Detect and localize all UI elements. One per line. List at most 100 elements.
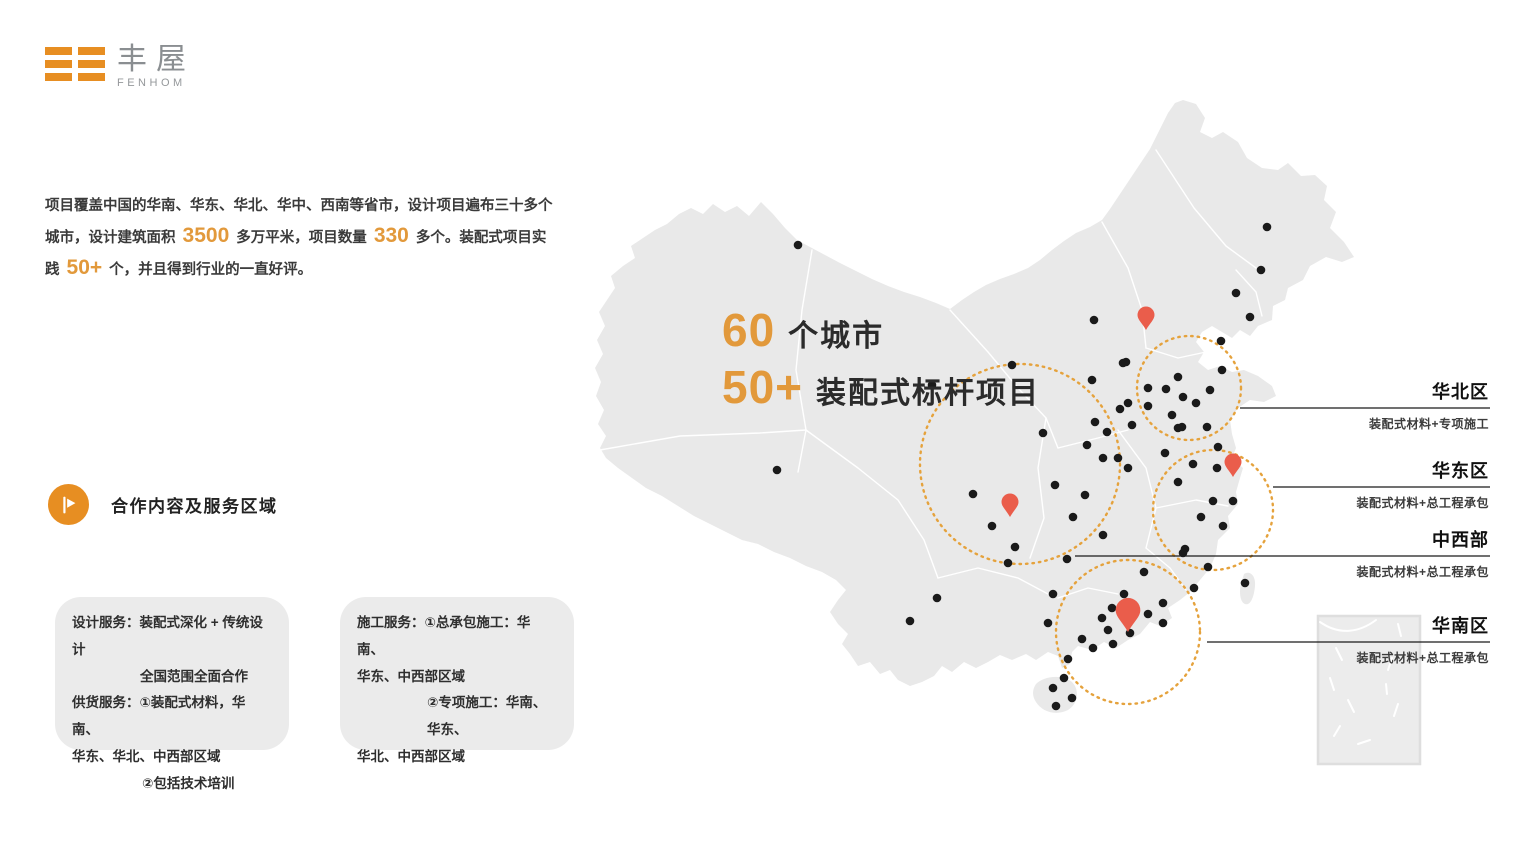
logo-text: 丰屋 FENHOM	[117, 43, 195, 90]
region-desc: 装配式材料+专项施工	[1368, 417, 1489, 431]
city-dot	[1118, 358, 1128, 368]
region-dashed-circle	[918, 362, 1122, 566]
service-line: 华东、华北、中西部区域	[72, 748, 221, 764]
service-box-design-supply: 设计服务：装配式深化 + 传统设计全国范围全面合作供货服务：①装配式材料，华南、…	[55, 597, 289, 791]
city-dot	[1048, 589, 1058, 599]
intro-highlight-number: 50+	[66, 255, 103, 279]
city-dot	[1107, 603, 1117, 613]
city-dot	[968, 489, 978, 499]
city-dot	[1059, 673, 1069, 683]
city-dot	[1127, 420, 1137, 430]
city-dot	[1143, 383, 1153, 393]
city-dot	[1173, 477, 1183, 487]
region-dashed-circle	[1135, 334, 1243, 442]
region-dashed-circle	[1151, 448, 1275, 572]
city-dot	[1087, 375, 1097, 385]
city-dot	[1097, 613, 1107, 623]
city-dot	[1067, 693, 1077, 703]
china-map-shape	[595, 100, 1354, 686]
region-name: 中西部	[1432, 530, 1489, 550]
map-markers	[772, 222, 1490, 711]
intro-segment: 多万平米，项目数量	[232, 229, 371, 246]
stat-cities-number: 60	[722, 304, 776, 356]
region-label-huanan: 华南区 装配式材料+总工程承包	[1209, 616, 1489, 666]
city-dot	[1217, 365, 1227, 375]
intro-highlight-number: 330	[373, 223, 409, 247]
city-dot	[905, 616, 915, 626]
intro-highlight-number: 3500	[182, 223, 230, 247]
city-dot	[932, 593, 942, 603]
intro-segment: 多个。装配式项目实践	[45, 229, 547, 278]
city-dot	[1189, 583, 1199, 593]
stat-projects-label: 装配式标杆项目	[816, 377, 1041, 410]
city-dot	[1167, 410, 1177, 420]
city-dot	[1088, 643, 1098, 653]
stat-projects-number: 50+	[722, 361, 804, 413]
city-dot	[1119, 589, 1129, 599]
city-dot	[1098, 453, 1108, 463]
city-dot	[927, 380, 937, 390]
stat-cities-label: 个城市	[788, 320, 885, 353]
logo-bars-icon	[45, 47, 105, 81]
city-dot	[1178, 548, 1188, 558]
city-dot	[1178, 392, 1188, 402]
region-dashed-circle	[1054, 558, 1202, 706]
brand-logo: 丰屋 FENHOM	[45, 44, 195, 89]
region-desc: 装配式材料+总工程承包	[1356, 496, 1489, 510]
city-dot	[1139, 567, 1149, 577]
city-dot	[1115, 404, 1125, 414]
service-line: ②专项施工：华南、华东、	[427, 695, 547, 738]
flag-icon	[48, 484, 89, 525]
city-dot	[1098, 530, 1108, 540]
city-dot	[1158, 598, 1168, 608]
section-title: 合作内容及服务区域	[111, 497, 278, 516]
service-line: 华东、中西部区域	[357, 668, 465, 684]
intro-segment: 项目覆盖中国的华南、华东、华北、华中、西南等省市，设计项目遍布三十多个城市，设计…	[45, 197, 553, 246]
city-dot	[1205, 385, 1215, 395]
service-line: 华北、中西部区域	[357, 748, 465, 764]
region-name: 华北区	[1432, 382, 1489, 402]
city-dot	[1113, 453, 1123, 463]
region-label-huadong: 华东区 装配式材料+总工程承包	[1209, 461, 1489, 511]
city-dot	[1256, 265, 1266, 275]
city-dot	[1077, 634, 1087, 644]
city-dot	[1063, 654, 1073, 664]
city-dot	[1123, 463, 1133, 473]
city-dot	[1191, 398, 1201, 408]
province-borders	[599, 149, 1263, 599]
region-desc: 装配式材料+总工程承包	[1356, 651, 1489, 665]
city-dot	[1203, 562, 1213, 572]
city-dot	[1216, 336, 1226, 346]
city-dot	[1062, 554, 1072, 564]
logo-name-cn: 丰屋	[117, 43, 195, 76]
city-dot	[1102, 427, 1112, 437]
city-dot	[1218, 521, 1228, 531]
city-dot	[793, 240, 803, 250]
city-dot	[1082, 440, 1092, 450]
city-dot	[1160, 448, 1170, 458]
service-line: ②包括技术培训	[142, 775, 235, 791]
service-line: 全国范围全面合作	[140, 668, 248, 684]
city-dot	[1051, 701, 1061, 711]
city-dot	[1003, 558, 1013, 568]
service-line: 施工服务：①总承包施工：华南、	[357, 615, 531, 657]
intro-segment: 个，并且得到行业的一直好评。	[105, 261, 313, 278]
city-dot	[1240, 578, 1250, 588]
city-dot	[1196, 512, 1206, 522]
city-dot	[1103, 625, 1113, 635]
city-dot	[1228, 496, 1238, 506]
service-line: 供货服务：①装配式材料，华南、	[72, 695, 246, 738]
city-dot	[1050, 480, 1060, 490]
city-dot	[1048, 683, 1058, 693]
city-dot	[1208, 496, 1218, 506]
city-dot	[1080, 490, 1090, 500]
service-line: 设计服务：装配式深化 + 传统设计	[72, 615, 263, 657]
city-dot	[1231, 288, 1241, 298]
city-dot	[1262, 222, 1272, 232]
city-dot	[1038, 428, 1048, 438]
city-dot	[987, 521, 997, 531]
city-dot	[1123, 398, 1133, 408]
city-dot	[1090, 417, 1100, 427]
intro-text: 项目覆盖中国的华南、华东、华北、华中、西南等省市，设计项目遍布三十多个城市，设计…	[45, 191, 557, 285]
stat-projects: 50+ 装配式标杆项目	[722, 360, 1040, 414]
